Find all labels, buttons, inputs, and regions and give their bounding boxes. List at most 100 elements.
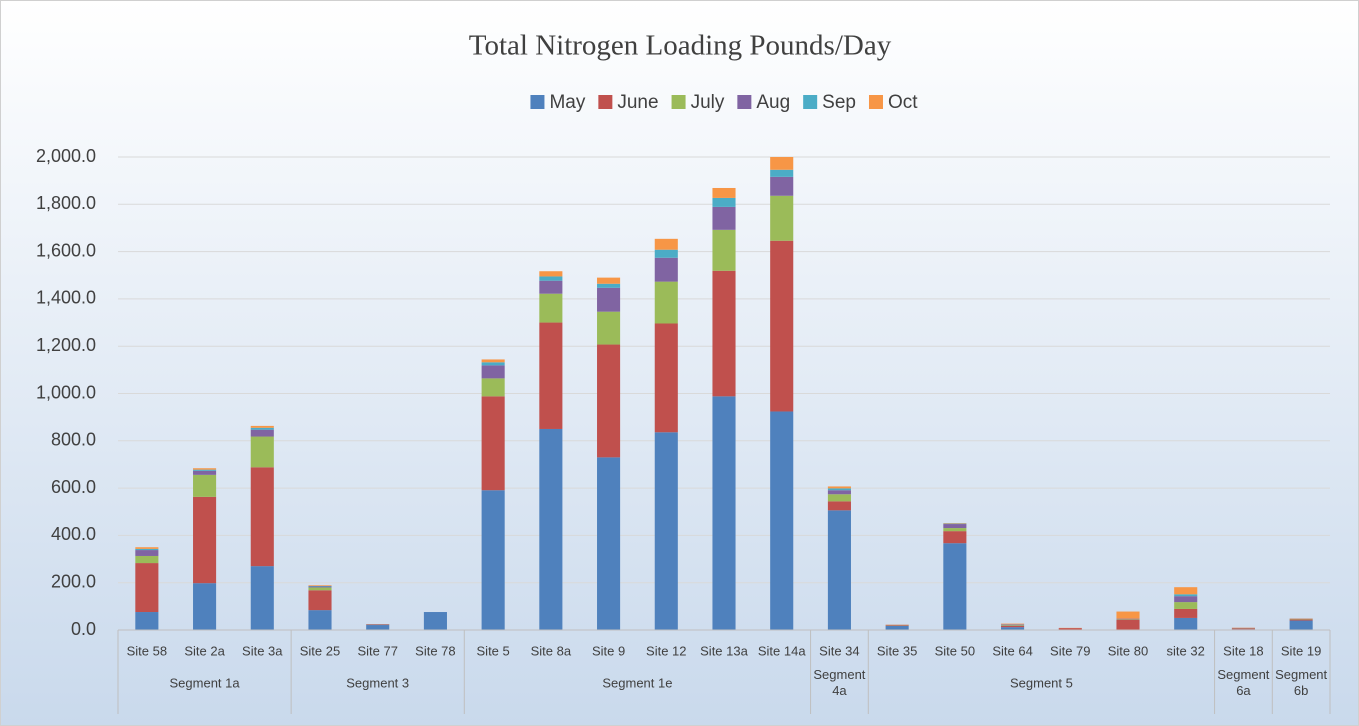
- bar-segment: [770, 157, 794, 170]
- bar-segment: [1001, 623, 1025, 625]
- x-tick-label: Site 19: [1281, 643, 1321, 658]
- bar-segment: [193, 583, 217, 630]
- bar-segment: [481, 362, 505, 366]
- x-tick-label: Site 78: [415, 643, 455, 658]
- y-tick-label: 1,000.0: [36, 382, 96, 402]
- bar-segment: [827, 494, 851, 502]
- x-tick-label: Site 9: [592, 643, 625, 658]
- y-tick-label: 400.0: [51, 524, 96, 544]
- x-tick-label: Site 3a: [242, 643, 283, 658]
- bar-segment: [1174, 602, 1198, 609]
- bar-segment: [827, 490, 851, 495]
- bar-segment: [597, 287, 621, 312]
- bar-segment: [539, 280, 563, 294]
- bar-segment: [308, 610, 332, 630]
- legend-swatch: [598, 95, 613, 109]
- bar-segment: [827, 486, 851, 489]
- legend-swatch: [671, 95, 686, 109]
- bar-segment: [712, 229, 736, 271]
- bar-segment: [654, 432, 678, 630]
- legend-swatch: [737, 95, 752, 109]
- bar-segment: [827, 501, 851, 511]
- bar-segment: [308, 586, 332, 588]
- bar-segment: [481, 490, 505, 630]
- bar-segment: [481, 396, 505, 491]
- bar-segment: [1174, 594, 1198, 597]
- bar-segment: [1289, 620, 1313, 630]
- bar-segment: [135, 550, 159, 556]
- x-tick-label: Site 64: [992, 643, 1032, 658]
- bar-segment: [827, 510, 851, 630]
- group-label: Segment 3: [346, 675, 409, 690]
- chart-title: Total Nitrogen Loading Pounds/Day: [469, 30, 892, 62]
- bar-segment: [135, 563, 159, 613]
- bar-segment: [193, 470, 217, 475]
- bar-segment: [712, 206, 736, 230]
- legend-label: May: [549, 92, 585, 113]
- bar-segment: [250, 436, 274, 468]
- bar-segment: [1116, 619, 1140, 630]
- x-tick-label: Site 80: [1108, 643, 1148, 658]
- bar-segment: [943, 531, 967, 544]
- bar-segment: [770, 176, 794, 196]
- bar-segment: [597, 311, 621, 345]
- bar-segment: [366, 625, 390, 630]
- bar-segment: [250, 467, 274, 567]
- x-tick-label: site 32: [1167, 643, 1205, 658]
- x-tick-label: Site 18: [1223, 643, 1263, 658]
- bar-segment: [539, 428, 563, 630]
- bar-segment: [943, 543, 967, 630]
- bar-segment: [539, 271, 563, 277]
- bar-segment: [1116, 611, 1140, 619]
- bar-segment: [712, 396, 736, 630]
- bar-segment: [597, 344, 621, 458]
- legend-label: Sep: [822, 92, 856, 113]
- bar-segment: [135, 555, 159, 564]
- bar-segment: [1058, 628, 1082, 630]
- bar-segment: [943, 524, 967, 529]
- bar-segment: [250, 425, 274, 428]
- bar-segment: [193, 496, 217, 584]
- group-label: Segment 1a: [170, 675, 241, 690]
- x-tick-label: Site 14a: [758, 643, 806, 658]
- y-tick-label: 600.0: [51, 477, 96, 497]
- group-label: Segment 6a: [1217, 667, 1269, 698]
- bar-segment: [1001, 627, 1025, 630]
- y-tick-label: 0.0: [71, 619, 96, 639]
- bar-segment: [770, 169, 794, 177]
- bar-segment: [597, 457, 621, 630]
- group-label: Segment 6b: [1275, 667, 1327, 698]
- bar-segment: [481, 365, 505, 379]
- bar-segment: [1174, 596, 1198, 603]
- y-tick-label: 1,600.0: [36, 240, 96, 260]
- bar-segment: [885, 625, 909, 626]
- bar-segment: [193, 468, 217, 470]
- bar-segment: [308, 587, 332, 591]
- bar-segment: [193, 469, 217, 471]
- legend-label: July: [691, 92, 725, 113]
- bar-segment: [885, 625, 909, 630]
- bar-segment: [250, 429, 274, 437]
- bar-segment: [135, 547, 159, 549]
- bar-segment: [539, 322, 563, 429]
- x-tick-label: Site 35: [877, 643, 917, 658]
- bar-segment: [1174, 587, 1198, 595]
- bar-segment: [250, 427, 274, 430]
- x-tick-label: Site 50: [935, 643, 975, 658]
- x-tick-label: Site 5: [477, 643, 510, 658]
- bar-segment: [597, 277, 621, 284]
- x-tick-label: Site 2a: [184, 643, 225, 658]
- bar-segment: [654, 238, 678, 250]
- bar-segment: [1289, 619, 1313, 621]
- bar-segment: [1001, 624, 1025, 626]
- x-tick-label: Site 34: [819, 643, 859, 658]
- bar-segment: [135, 612, 159, 630]
- bar-segment: [308, 590, 332, 611]
- group-label: Segment 5: [1010, 675, 1073, 690]
- bar-segment: [308, 585, 332, 587]
- legend-label: June: [617, 92, 658, 113]
- bar-segment: [597, 283, 621, 288]
- legend-swatch: [803, 95, 818, 109]
- legend-swatch: [530, 95, 545, 109]
